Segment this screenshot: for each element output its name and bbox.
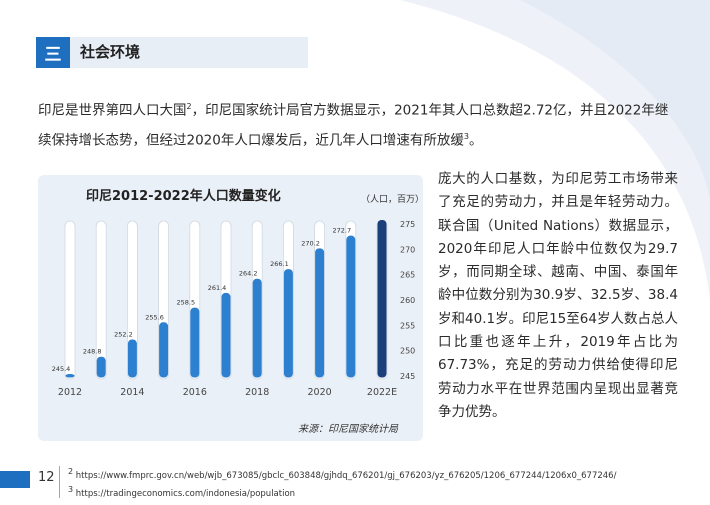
bar <box>252 278 262 378</box>
data-label: 264.2 <box>239 270 258 278</box>
section-title: 社会环境 <box>80 43 141 61</box>
data-label: 255.6 <box>145 313 164 321</box>
data-label: 245.4 <box>52 365 71 373</box>
y-tick-label: 245 <box>400 372 415 381</box>
x-tick-label: 2014 <box>120 387 144 398</box>
bar <box>377 219 387 378</box>
y-tick-label: 255 <box>400 321 415 330</box>
side-paragraph: 庞大的人口基数，为印尼劳工市场带来了充足的劳动力，并且是年轻劳动力。联合国（Un… <box>438 171 678 420</box>
section-number: 三 <box>36 37 70 68</box>
bar-track <box>64 220 76 380</box>
data-label: 248.8 <box>83 348 102 356</box>
intro-paragraph: 印尼是世界第四人口大国2，印尼国家统计局官方数据显示，2021年其人口总数超2.… <box>38 102 669 148</box>
bar <box>346 235 356 378</box>
footnote-2-link[interactable]: https://www.fmprc.gov.cn/web/wjb_673085/… <box>75 470 617 481</box>
bar <box>159 322 169 378</box>
data-label: 258.5 <box>176 299 195 307</box>
x-tick-label: 2020 <box>308 387 332 398</box>
bar <box>127 339 137 378</box>
data-label: 261.4 <box>208 284 227 292</box>
footnote-ref-3[interactable]: 3 <box>463 131 469 141</box>
y-tick-label: 275 <box>400 220 415 229</box>
data-label: 266.1 <box>270 260 289 268</box>
population-bar-chart: 245.4 2012 248.8 252.2 2014 255.6 258.5 2016 261… <box>52 219 415 398</box>
bar <box>221 292 231 378</box>
data-label: 272.7 <box>332 227 351 235</box>
x-tick-label: 2016 <box>183 387 207 398</box>
footnote-3: 3 https://tradingeconomics.com/indonesia… <box>68 485 296 499</box>
bar <box>96 356 106 378</box>
footnote-2: 2 https://www.fmprc.gov.cn/web/wjb_67308… <box>68 467 617 481</box>
bar-track <box>95 220 107 380</box>
bar <box>315 248 325 378</box>
y-tick-label: 250 <box>400 347 415 356</box>
x-tick-label: 2018 <box>245 387 269 398</box>
page-number-bar <box>0 471 30 488</box>
x-tick-label: 2012 <box>58 387 82 398</box>
footnote-3-link[interactable]: https://tradingeconomics.com/indonesia/p… <box>75 488 296 499</box>
bar <box>65 373 75 378</box>
footnote-divider <box>59 466 60 498</box>
bar <box>283 269 293 378</box>
chart-unit-label: （人口，百万） <box>361 195 425 205</box>
x-tick-label: 2022E <box>367 387 397 398</box>
y-tick-label: 260 <box>400 296 415 305</box>
chart-source: 来源：印尼国家统计局 <box>298 424 398 435</box>
bar-track <box>127 220 138 380</box>
data-label: 252.2 <box>114 331 133 339</box>
bar <box>190 307 200 378</box>
chart-title: 印尼2012-2022年人口数量变化 <box>86 189 281 204</box>
section-header: 三 社会环境 <box>36 37 308 68</box>
data-label: 270.2 <box>301 239 320 247</box>
footnote-ref-2[interactable]: 2 <box>186 102 192 111</box>
y-tick-label: 270 <box>400 245 415 254</box>
y-tick-label: 265 <box>400 271 415 280</box>
page-number: 12 <box>38 470 55 485</box>
